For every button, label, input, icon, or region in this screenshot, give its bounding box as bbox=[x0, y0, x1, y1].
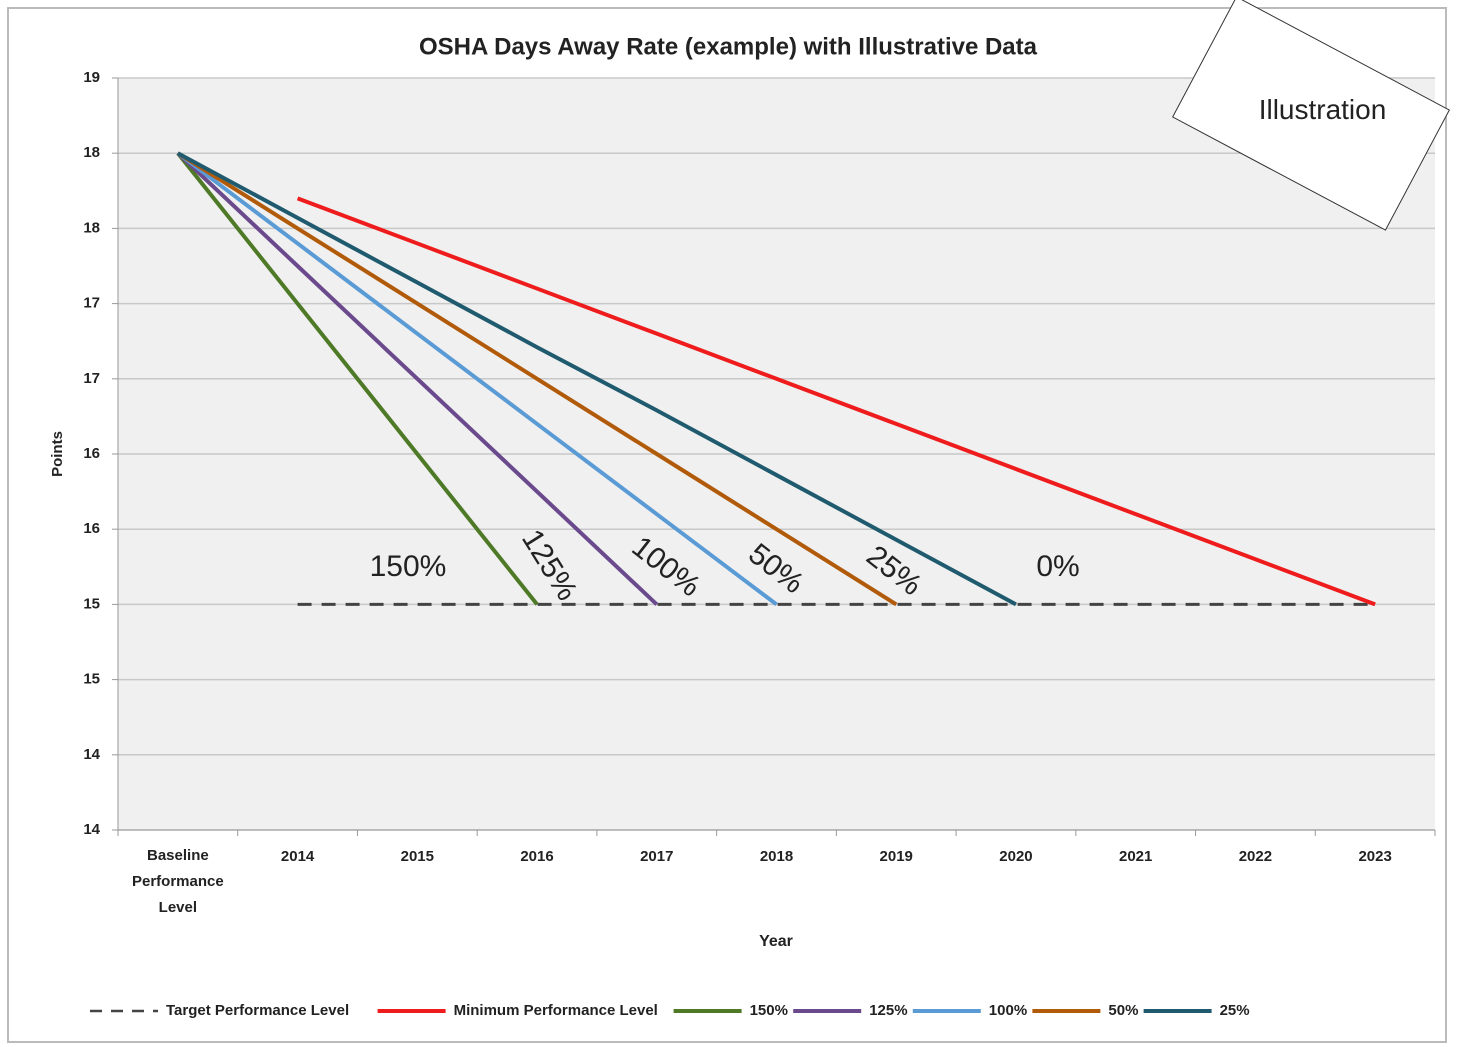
y-tick-label: 19 bbox=[83, 69, 100, 86]
legend-label: 100% bbox=[989, 1002, 1027, 1019]
legend-label: Target Performance Level bbox=[166, 1002, 349, 1019]
y-tick-label: 14 bbox=[83, 821, 100, 838]
x-tick-label: 2014 bbox=[281, 848, 315, 865]
x-tick-label: 2015 bbox=[401, 848, 434, 865]
y-tick-label: 15 bbox=[83, 595, 100, 612]
x-tick-label: 2016 bbox=[520, 848, 553, 865]
x-tick-label: 2023 bbox=[1358, 848, 1391, 865]
legend-label: Minimum Performance Level bbox=[454, 1002, 658, 1019]
y-tick-label: 18 bbox=[83, 144, 100, 161]
legend-label: 150% bbox=[750, 1002, 788, 1019]
series-line bbox=[176, 151, 539, 606]
legend-label: 50% bbox=[1108, 1002, 1138, 1019]
series-line bbox=[296, 196, 1376, 607]
series-line bbox=[176, 151, 778, 606]
x-tick-label: 2021 bbox=[1119, 848, 1152, 865]
x-tick-label: 2019 bbox=[880, 848, 913, 865]
illustration-label: Illustration bbox=[1258, 94, 1387, 125]
y-tick-label: 16 bbox=[83, 520, 100, 537]
x-tick-label: 2017 bbox=[640, 848, 673, 865]
series-line bbox=[176, 151, 898, 607]
y-tick-label: 15 bbox=[83, 671, 100, 688]
legend-label: 125% bbox=[869, 1002, 907, 1019]
y-axis-title: Points bbox=[49, 431, 66, 477]
y-tick-label: 16 bbox=[83, 445, 100, 462]
x-axis-title: Year bbox=[759, 933, 793, 950]
y-tick-label: 18 bbox=[83, 219, 100, 236]
series-line bbox=[176, 151, 1017, 607]
x-tick-label: 2022 bbox=[1239, 848, 1272, 865]
annotation: 150% bbox=[370, 550, 447, 583]
chart-title: OSHA Days Away Rate (example) with Illus… bbox=[419, 33, 1038, 60]
legend-label: 25% bbox=[1220, 1002, 1250, 1019]
y-tick-label: 17 bbox=[83, 370, 100, 387]
series-line bbox=[176, 151, 659, 606]
y-tick-label: 14 bbox=[83, 746, 100, 763]
y-tick-label: 17 bbox=[83, 295, 100, 312]
annotation: 0% bbox=[1036, 550, 1079, 583]
x-tick-label: Baseline Performance Level bbox=[132, 847, 224, 916]
x-tick-label: 2018 bbox=[760, 848, 793, 865]
x-tick-label: 2020 bbox=[999, 848, 1032, 865]
